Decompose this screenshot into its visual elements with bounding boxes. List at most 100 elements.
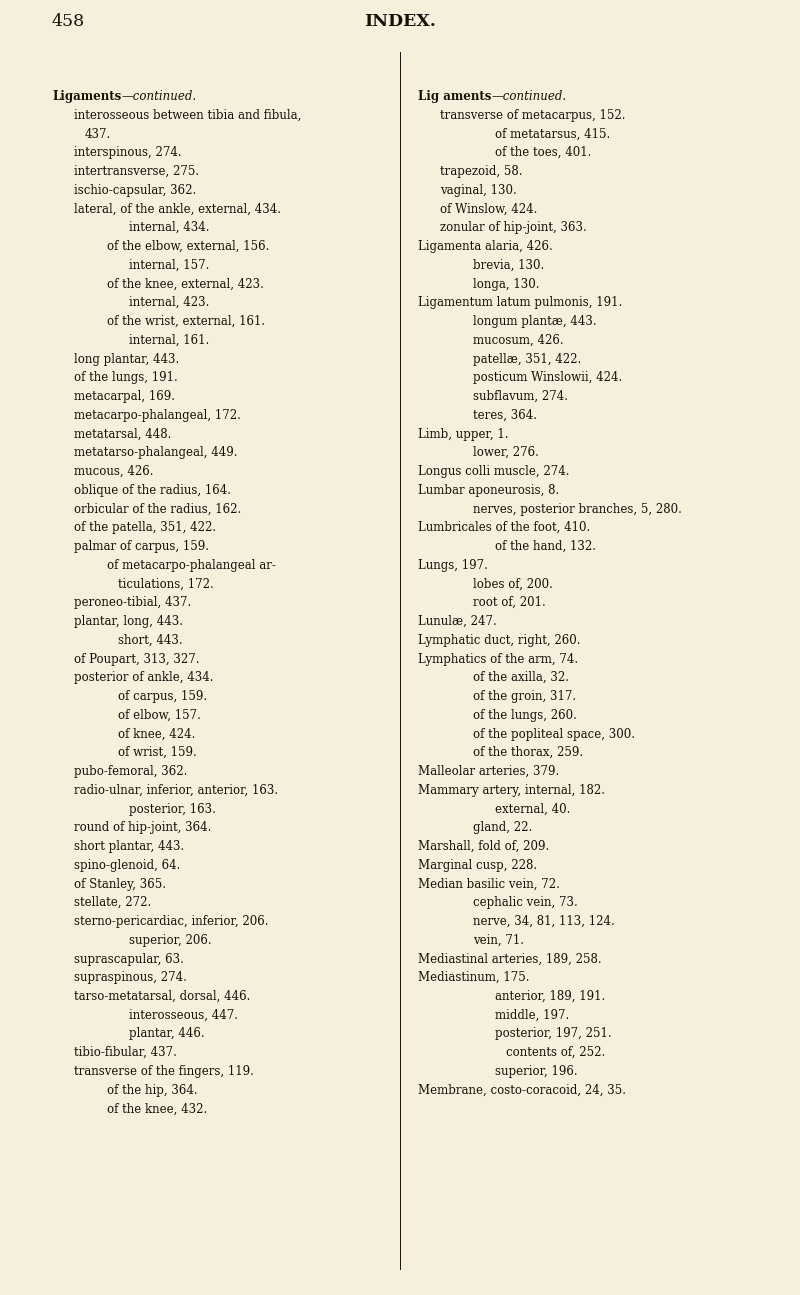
Text: of carpus, 159.: of carpus, 159. — [118, 690, 207, 703]
Text: supraspinous, 274.: supraspinous, 274. — [74, 971, 187, 984]
Text: INDEX.: INDEX. — [364, 13, 436, 30]
Text: transverse of metacarpus, 152.: transverse of metacarpus, 152. — [440, 109, 626, 122]
Text: external, 40.: external, 40. — [495, 803, 570, 816]
Text: anterior, 189, 191.: anterior, 189, 191. — [495, 989, 606, 1004]
Text: —continued.: —continued. — [122, 89, 196, 104]
Text: interosseous, 447.: interosseous, 447. — [129, 1009, 238, 1022]
Text: sterno-pericardiac, inferior, 206.: sterno-pericardiac, inferior, 206. — [74, 916, 269, 929]
Text: nerves, posterior branches, 5, 280.: nerves, posterior branches, 5, 280. — [473, 502, 682, 515]
Text: of Stanley, 365.: of Stanley, 365. — [74, 878, 166, 891]
Text: longum plantæ, 443.: longum plantæ, 443. — [473, 315, 597, 328]
Text: zonular of hip-joint, 363.: zonular of hip-joint, 363. — [440, 221, 586, 234]
Text: nerve, 34, 81, 113, 124.: nerve, 34, 81, 113, 124. — [473, 916, 614, 929]
Text: of the hip, 364.: of the hip, 364. — [107, 1084, 198, 1097]
Text: peroneo-tibial, 437.: peroneo-tibial, 437. — [74, 596, 191, 609]
Text: interosseous between tibia and fibula,: interosseous between tibia and fibula, — [74, 109, 302, 122]
Text: interspinous, 274.: interspinous, 274. — [74, 146, 182, 159]
Text: of the groin, 317.: of the groin, 317. — [473, 690, 576, 703]
Text: of the wrist, external, 161.: of the wrist, external, 161. — [107, 315, 265, 328]
Text: Marginal cusp, 228.: Marginal cusp, 228. — [418, 859, 537, 872]
Text: Ligamenta alaria, 426.: Ligamenta alaria, 426. — [418, 240, 553, 253]
Text: superior, 206.: superior, 206. — [129, 934, 212, 947]
Text: of the elbow, external, 156.: of the elbow, external, 156. — [107, 240, 270, 253]
Text: internal, 423.: internal, 423. — [129, 297, 210, 310]
Text: orbicular of the radius, 162.: orbicular of the radius, 162. — [74, 502, 242, 515]
Text: of the knee, 432.: of the knee, 432. — [107, 1102, 207, 1115]
Text: Mammary artery, internal, 182.: Mammary artery, internal, 182. — [418, 783, 605, 796]
Text: round of hip-joint, 364.: round of hip-joint, 364. — [74, 821, 211, 834]
Text: of Winslow, 424.: of Winslow, 424. — [440, 202, 538, 215]
Text: mucous, 426.: mucous, 426. — [74, 465, 154, 478]
Text: Lumbar aponeurosis, 8.: Lumbar aponeurosis, 8. — [418, 484, 559, 497]
Text: of the axilla, 32.: of the axilla, 32. — [473, 671, 569, 684]
Text: trapezoid, 58.: trapezoid, 58. — [440, 164, 522, 177]
Text: of elbow, 157.: of elbow, 157. — [118, 708, 201, 721]
Text: Lunulæ, 247.: Lunulæ, 247. — [418, 615, 497, 628]
Text: metacarpal, 169.: metacarpal, 169. — [74, 390, 175, 403]
Text: of the knee, external, 423.: of the knee, external, 423. — [107, 277, 264, 290]
Text: stellate, 272.: stellate, 272. — [74, 896, 151, 909]
Text: Malleolar arteries, 379.: Malleolar arteries, 379. — [418, 765, 559, 778]
Text: palmar of carpus, 159.: palmar of carpus, 159. — [74, 540, 209, 553]
Text: plantar, long, 443.: plantar, long, 443. — [74, 615, 183, 628]
Text: suprascapular, 63.: suprascapular, 63. — [74, 953, 184, 966]
Text: Lungs, 197.: Lungs, 197. — [418, 558, 488, 572]
Text: Mediastinum, 175.: Mediastinum, 175. — [418, 971, 530, 984]
Text: spino-glenoid, 64.: spino-glenoid, 64. — [74, 859, 180, 872]
Text: mucosum, 426.: mucosum, 426. — [473, 334, 564, 347]
Text: root of, 201.: root of, 201. — [473, 596, 546, 609]
Text: short plantar, 443.: short plantar, 443. — [74, 840, 184, 853]
Text: of the popliteal space, 300.: of the popliteal space, 300. — [473, 728, 635, 741]
Text: Mediastinal arteries, 189, 258.: Mediastinal arteries, 189, 258. — [418, 953, 602, 966]
Text: contents of, 252.: contents of, 252. — [506, 1046, 606, 1059]
Text: lateral, of the ankle, external, 434.: lateral, of the ankle, external, 434. — [74, 202, 281, 215]
Text: brevia, 130.: brevia, 130. — [473, 259, 544, 272]
Text: subflavum, 274.: subflavum, 274. — [473, 390, 568, 403]
Text: 458: 458 — [52, 13, 85, 30]
Text: oblique of the radius, 164.: oblique of the radius, 164. — [74, 484, 231, 497]
Text: of the toes, 401.: of the toes, 401. — [495, 146, 591, 159]
Text: middle, 197.: middle, 197. — [495, 1009, 570, 1022]
Text: Ligamentum latum pulmonis, 191.: Ligamentum latum pulmonis, 191. — [418, 297, 622, 310]
Text: longa, 130.: longa, 130. — [473, 277, 539, 290]
Text: vein, 71.: vein, 71. — [473, 934, 524, 947]
Text: Lymphatic duct, right, 260.: Lymphatic duct, right, 260. — [418, 633, 581, 646]
Text: Lig aments: Lig aments — [418, 89, 491, 104]
Text: of metatarsus, 415.: of metatarsus, 415. — [495, 127, 610, 140]
Text: vaginal, 130.: vaginal, 130. — [440, 184, 517, 197]
Text: plantar, 446.: plantar, 446. — [129, 1027, 205, 1040]
Text: of the hand, 132.: of the hand, 132. — [495, 540, 596, 553]
Text: Lymphatics of the arm, 74.: Lymphatics of the arm, 74. — [418, 653, 578, 666]
Text: metatarso-phalangeal, 449.: metatarso-phalangeal, 449. — [74, 447, 238, 460]
Text: Membrane, costo-coracoid, 24, 35.: Membrane, costo-coracoid, 24, 35. — [418, 1084, 626, 1097]
Text: internal, 157.: internal, 157. — [129, 259, 210, 272]
Text: tibio-fibular, 437.: tibio-fibular, 437. — [74, 1046, 177, 1059]
Text: teres, 364.: teres, 364. — [473, 409, 537, 422]
Text: Longus colli muscle, 274.: Longus colli muscle, 274. — [418, 465, 570, 478]
Text: posterior, 197, 251.: posterior, 197, 251. — [495, 1027, 612, 1040]
Text: internal, 434.: internal, 434. — [129, 221, 210, 234]
Text: ticulations, 172.: ticulations, 172. — [118, 578, 214, 591]
Text: of the patella, 351, 422.: of the patella, 351, 422. — [74, 522, 216, 535]
Text: Median basilic vein, 72.: Median basilic vein, 72. — [418, 878, 560, 891]
Text: Marshall, fold of, 209.: Marshall, fold of, 209. — [418, 840, 550, 853]
Text: posterior of ankle, 434.: posterior of ankle, 434. — [74, 671, 214, 684]
Text: Lumbricales of the foot, 410.: Lumbricales of the foot, 410. — [418, 522, 590, 535]
Text: gland, 22.: gland, 22. — [473, 821, 532, 834]
Text: lower, 276.: lower, 276. — [473, 447, 539, 460]
Text: patellæ, 351, 422.: patellæ, 351, 422. — [473, 352, 582, 365]
Text: Limb, upper, 1.: Limb, upper, 1. — [418, 427, 509, 440]
Text: posticum Winslowii, 424.: posticum Winslowii, 424. — [473, 372, 622, 385]
Text: transverse of the fingers, 119.: transverse of the fingers, 119. — [74, 1064, 254, 1077]
Text: metacarpo-phalangeal, 172.: metacarpo-phalangeal, 172. — [74, 409, 241, 422]
Text: long plantar, 443.: long plantar, 443. — [74, 352, 179, 365]
Text: metatarsal, 448.: metatarsal, 448. — [74, 427, 171, 440]
Text: of knee, 424.: of knee, 424. — [118, 728, 195, 741]
Text: of wrist, 159.: of wrist, 159. — [118, 746, 197, 759]
Text: intertransverse, 275.: intertransverse, 275. — [74, 164, 199, 177]
Text: superior, 196.: superior, 196. — [495, 1064, 578, 1077]
Text: cephalic vein, 73.: cephalic vein, 73. — [473, 896, 578, 909]
Text: tarso-metatarsal, dorsal, 446.: tarso-metatarsal, dorsal, 446. — [74, 989, 250, 1004]
Text: of metacarpo-phalangeal ar-: of metacarpo-phalangeal ar- — [107, 558, 276, 572]
Text: 437.: 437. — [85, 127, 111, 140]
